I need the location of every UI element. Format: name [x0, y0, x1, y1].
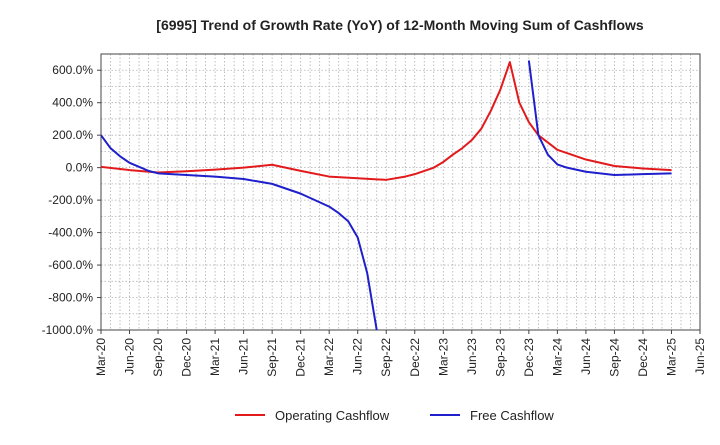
- y-tick-label: -600.0%: [48, 258, 93, 272]
- legend-label-free-cashflow: Free Cashflow: [470, 408, 554, 423]
- series-line-free-cashflow: [101, 60, 672, 330]
- y-tick-label: -200.0%: [48, 193, 93, 207]
- x-tick-label: Mar-21: [208, 338, 222, 376]
- y-tick-label: 200.0%: [52, 128, 93, 142]
- x-tick-label: Jun-24: [579, 338, 593, 375]
- x-tick-label: Sep-20: [151, 338, 165, 377]
- x-tick-label: Mar-22: [322, 338, 336, 376]
- x-tick-label: Mar-23: [436, 338, 450, 376]
- x-tick-label: Jun-21: [237, 338, 251, 375]
- y-tick-label: 400.0%: [52, 96, 93, 110]
- y-tick-label: -800.0%: [48, 291, 93, 305]
- axis-layer: -1000.0% -800.0% -600.0% -400.0% -200.0% 0.0%…: [42, 53, 707, 377]
- x-tick-label: Dec-23: [522, 338, 536, 377]
- y-tick-label: 0.0%: [66, 161, 94, 175]
- x-tick-label: Dec-22: [408, 338, 422, 377]
- y-tick-label: -400.0%: [48, 226, 93, 240]
- series-line-operating-cashflow: [101, 61, 672, 181]
- legend-label-operating-cashflow: Operating Cashflow: [275, 408, 390, 423]
- x-tick-label: Mar-24: [550, 338, 564, 376]
- x-tick-label: Sep-23: [493, 338, 507, 377]
- x-tick-label: Sep-22: [379, 338, 393, 377]
- x-tick-label: Jun-20: [123, 338, 137, 375]
- plot-area-frame: [100, 53, 701, 331]
- x-tick-label: Jun-25: [693, 338, 707, 375]
- x-tick-label: Dec-24: [636, 338, 650, 377]
- grid-layer: [100, 53, 701, 331]
- x-tick-label: Mar-20: [94, 338, 108, 376]
- x-tick-label: Mar-25: [664, 338, 678, 376]
- legend: Operating Cashflow Free Cashflow: [235, 408, 554, 423]
- x-tick-label: Dec-20: [180, 338, 194, 377]
- y-tick-label: -1000.0%: [42, 323, 94, 337]
- x-tick-label: Jun-22: [351, 338, 365, 375]
- x-tick-label: Jun-23: [465, 338, 479, 375]
- y-tick-label: 600.0%: [52, 63, 93, 77]
- x-tick-label: Sep-21: [265, 338, 279, 377]
- chart-title: [6995] Trend of Growth Rate (YoY) of 12-…: [156, 17, 644, 33]
- series-layer: [101, 60, 672, 330]
- x-tick-label: Dec-21: [294, 338, 308, 377]
- x-tick-label: Sep-24: [607, 338, 621, 377]
